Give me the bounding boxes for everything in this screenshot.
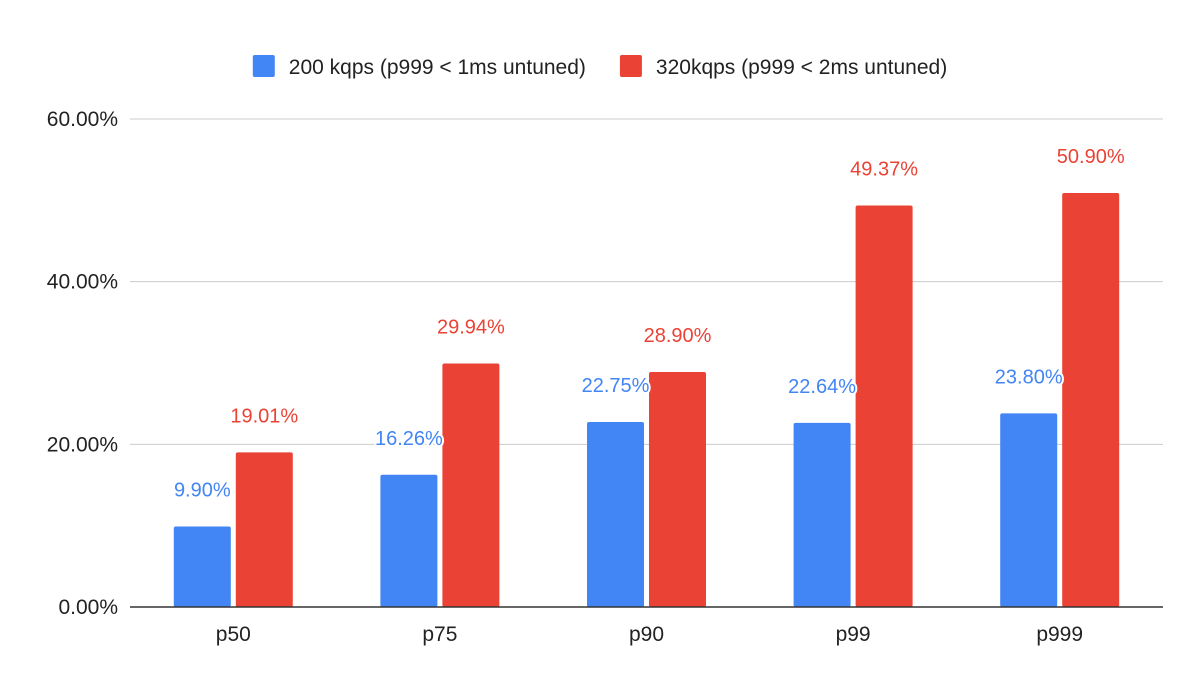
y-tick-label: 20.00%	[47, 433, 118, 456]
data-label-p50-series-1: 9.90%	[174, 479, 231, 501]
data-label-p75-series-1: 16.26%	[375, 428, 443, 450]
bar-p75-series-2	[442, 363, 500, 607]
bar-p90-series-1	[587, 421, 644, 607]
legend-swatch-series-2	[619, 55, 642, 77]
data-label-p999-series-1: 23.80%	[995, 366, 1063, 388]
data-label-p90-series-1: 22.75%	[582, 375, 650, 397]
bar-p90-series-2	[649, 371, 706, 607]
legend-label-series-2: 320kqps (p999 < 2ms untuned)	[656, 56, 947, 79]
bar-p99-series-1	[793, 422, 851, 607]
data-label-p50-series-2: 19.01%	[230, 405, 298, 427]
y-tick-label: 0.00%	[58, 596, 118, 619]
legend-label-series-1: 200 kqps (p999 < 1ms untuned)	[289, 56, 586, 79]
bar-p50-series-1	[173, 526, 231, 607]
data-label-p90-series-2: 28.90%	[644, 325, 712, 347]
x-tick-label: p999	[1036, 623, 1083, 646]
bar-p50-series-2	[235, 452, 293, 607]
x-tick-label: p75	[422, 623, 457, 646]
bar-p75-series-1	[380, 474, 438, 607]
y-tick-label: 60.00%	[47, 108, 118, 131]
data-labels: 9.90% 19.01% 16.26% 29.94% 22.75% 28.90% 22.64…	[172, 144, 1127, 503]
x-tick-label: p99	[836, 623, 871, 646]
bar-p999-series-1	[1000, 413, 1058, 607]
legend-swatch-series-1	[252, 55, 275, 77]
axes: 0.00% 20.00% 40.00% 60.00% p50 p75 p90 p99 p999	[47, 108, 1163, 646]
data-label-p999-series-2: 50.90%	[1057, 146, 1125, 168]
data-label-p99-series-2: 49.37%	[850, 158, 918, 180]
bar-p999-series-2	[1062, 193, 1120, 607]
data-label-p75-series-2: 29.94%	[437, 316, 505, 338]
y-tick-label: 40.00%	[47, 271, 118, 294]
x-tick-label: p90	[629, 623, 664, 646]
data-label-p99-series-1: 22.64%	[788, 376, 856, 398]
bar-p99-series-2	[855, 205, 913, 607]
x-tick-label: p50	[216, 623, 251, 646]
gridlines	[130, 118, 1163, 445]
bars	[173, 193, 1120, 607]
legend: 200 kqps (p999 < 1ms untuned) 320kqps (p9…	[252, 55, 947, 79]
